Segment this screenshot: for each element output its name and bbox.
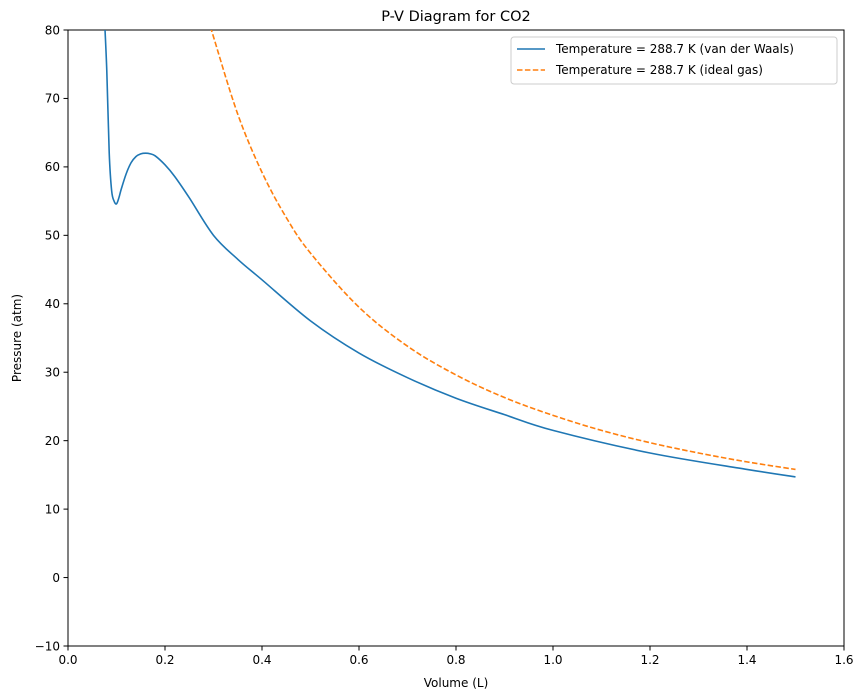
y-tick-label: 30 (45, 366, 60, 380)
x-tick-label: 1.4 (737, 653, 756, 667)
y-axis: −10 0 10 20 30 40 50 60 70 80 (35, 23, 68, 653)
x-tick-label: 0.6 (349, 653, 368, 667)
x-axis: 0.0 0.2 0.4 0.6 0.8 1.0 1.2 1.4 1.6 (58, 646, 854, 667)
x-tick-label: 1.0 (543, 653, 562, 667)
plot-frame (67, 29, 845, 647)
y-tick-label: 40 (45, 297, 60, 311)
y-tick-label: 10 (45, 502, 60, 516)
x-tick-label: 0.8 (446, 653, 465, 667)
legend-label-ideal: Temperature = 288.7 K (ideal gas) (555, 63, 763, 77)
plot-area (67, 29, 845, 647)
y-tick-label: 0 (52, 571, 60, 585)
x-tick-label: 0.2 (155, 653, 174, 667)
y-tick-label: 60 (45, 160, 60, 174)
y-tick-label: 70 (45, 92, 60, 106)
legend-label-vdw: Temperature = 288.7 K (van der Waals) (555, 42, 794, 56)
legend: Temperature = 288.7 K (van der Waals) Te… (510, 36, 838, 85)
x-tick-label: 1.2 (640, 653, 659, 667)
chart-title: P-V Diagram for CO2 (381, 9, 531, 25)
x-tick-label: 0.0 (58, 653, 77, 667)
y-tick-label: 80 (45, 23, 60, 37)
series-line-ideal (210, 30, 796, 471)
y-tick-label: −10 (35, 639, 60, 653)
series-group (104, 30, 796, 478)
legend-box (510, 36, 838, 85)
y-tick-label: 20 (45, 434, 60, 448)
x-axis-label: Volume (L) (424, 676, 489, 690)
x-tick-label: 1.6 (834, 653, 853, 667)
series-line-vdw (104, 30, 796, 478)
x-tick-label: 0.4 (252, 653, 271, 667)
y-tick-label: 50 (45, 229, 60, 243)
y-axis-label: Pressure (atm) (10, 294, 24, 382)
